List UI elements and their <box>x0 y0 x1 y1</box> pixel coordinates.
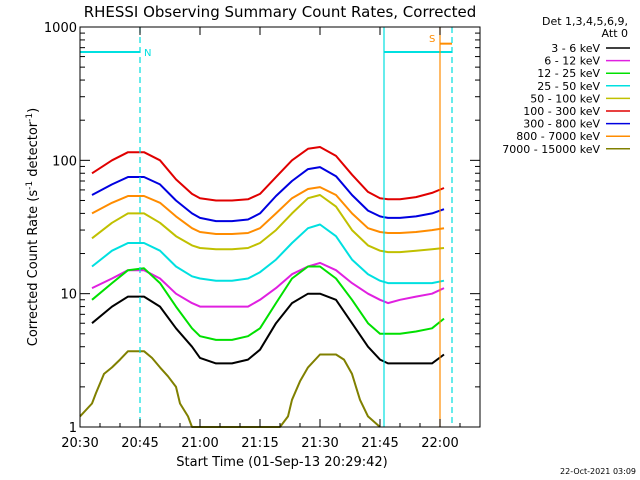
series-line-6 <box>91 146 445 202</box>
annotation-layer: NS <box>80 27 453 427</box>
y-axis-label-part2: detector <box>26 121 41 181</box>
series-line-1 <box>91 292 445 365</box>
y-tick-label-2: 10 <box>60 288 77 303</box>
legend-label-5: 50 - 100 keV <box>530 92 600 105</box>
series-line-2 <box>91 261 445 308</box>
x-tick-label-1: 20:30 <box>61 436 98 451</box>
annotation-label-1: N <box>144 48 151 59</box>
legend-header-line2: Att 0 <box>602 27 628 40</box>
x-axis: 20:30 20:45 21:00 21:15 21:30 21:45 22:00 <box>61 27 481 451</box>
y-tick-label-3: 100 <box>52 154 77 169</box>
series-line-4 <box>91 223 445 285</box>
x-tick-label-7: 22:00 <box>421 436 458 451</box>
y-axis-label-sup2: -1 <box>25 113 35 122</box>
y-tick-label-4: 1000 <box>44 21 77 36</box>
y-axis-label-part1: Corrected Count Rate (s <box>26 190 41 347</box>
legend-label-1: 3 - 6 keV <box>551 42 600 55</box>
chart-title: RHESSI Observing Summary Count Rates, Co… <box>84 3 477 21</box>
generated-timestamp: 22-Oct-2021 03:09 <box>560 467 636 476</box>
series-line-8 <box>91 186 445 235</box>
legend-label-6: 100 - 300 keV <box>523 105 600 118</box>
y-tick-label-1: 1 <box>69 421 77 436</box>
legend-label-4: 25 - 50 keV <box>537 80 600 93</box>
series-line-7 <box>91 166 445 223</box>
legend-label-7: 300 - 800 keV <box>523 118 600 131</box>
y-axis-label: Corrected Count Rate (s-1 detector-1) <box>25 108 41 346</box>
legend-label-9: 7000 - 15000 keV <box>502 143 600 156</box>
annotation-label-5: S <box>429 34 435 45</box>
legend-label-3: 12 - 25 keV <box>537 67 600 80</box>
x-tick-label-3: 21:00 <box>181 436 218 451</box>
x-tick-label-6: 21:45 <box>361 436 398 451</box>
x-tick-label-2: 20:45 <box>121 436 158 451</box>
x-tick-label-5: 21:30 <box>301 436 338 451</box>
y-axis: 1 10 100 1000 <box>44 21 480 436</box>
series-line-3 <box>91 265 445 341</box>
series-layer <box>79 146 445 428</box>
x-tick-label-4: 21:15 <box>241 436 278 451</box>
legend-label-8: 800 - 7000 keV <box>516 130 600 143</box>
x-axis-label: Start Time (01-Sep-13 20:29:42) <box>176 455 387 470</box>
series-line-5 <box>91 194 445 254</box>
y-axis-label-part3: ) <box>26 108 41 113</box>
y-axis-label-sup1: -1 <box>25 181 35 190</box>
legend-label-2: 6 - 12 keV <box>544 55 600 68</box>
legend-header-line1: Det 1,3,4,5,6,9, <box>542 15 628 28</box>
